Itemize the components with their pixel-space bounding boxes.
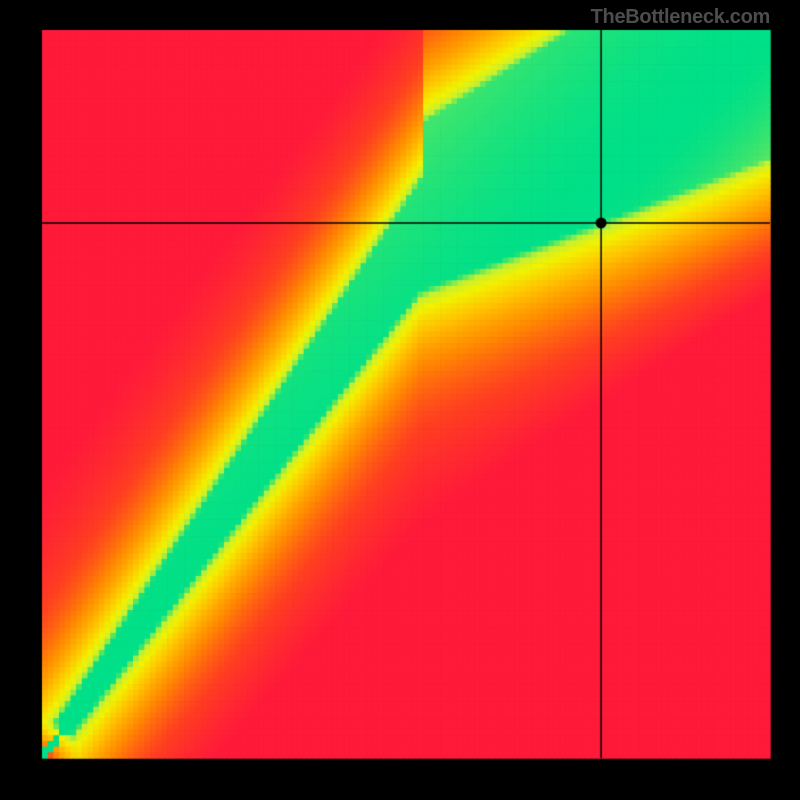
watermark: TheBottleneck.com	[591, 6, 770, 29]
chart-container: TheBottleneck.com	[0, 0, 800, 800]
bottleneck-heatmap	[0, 0, 800, 800]
